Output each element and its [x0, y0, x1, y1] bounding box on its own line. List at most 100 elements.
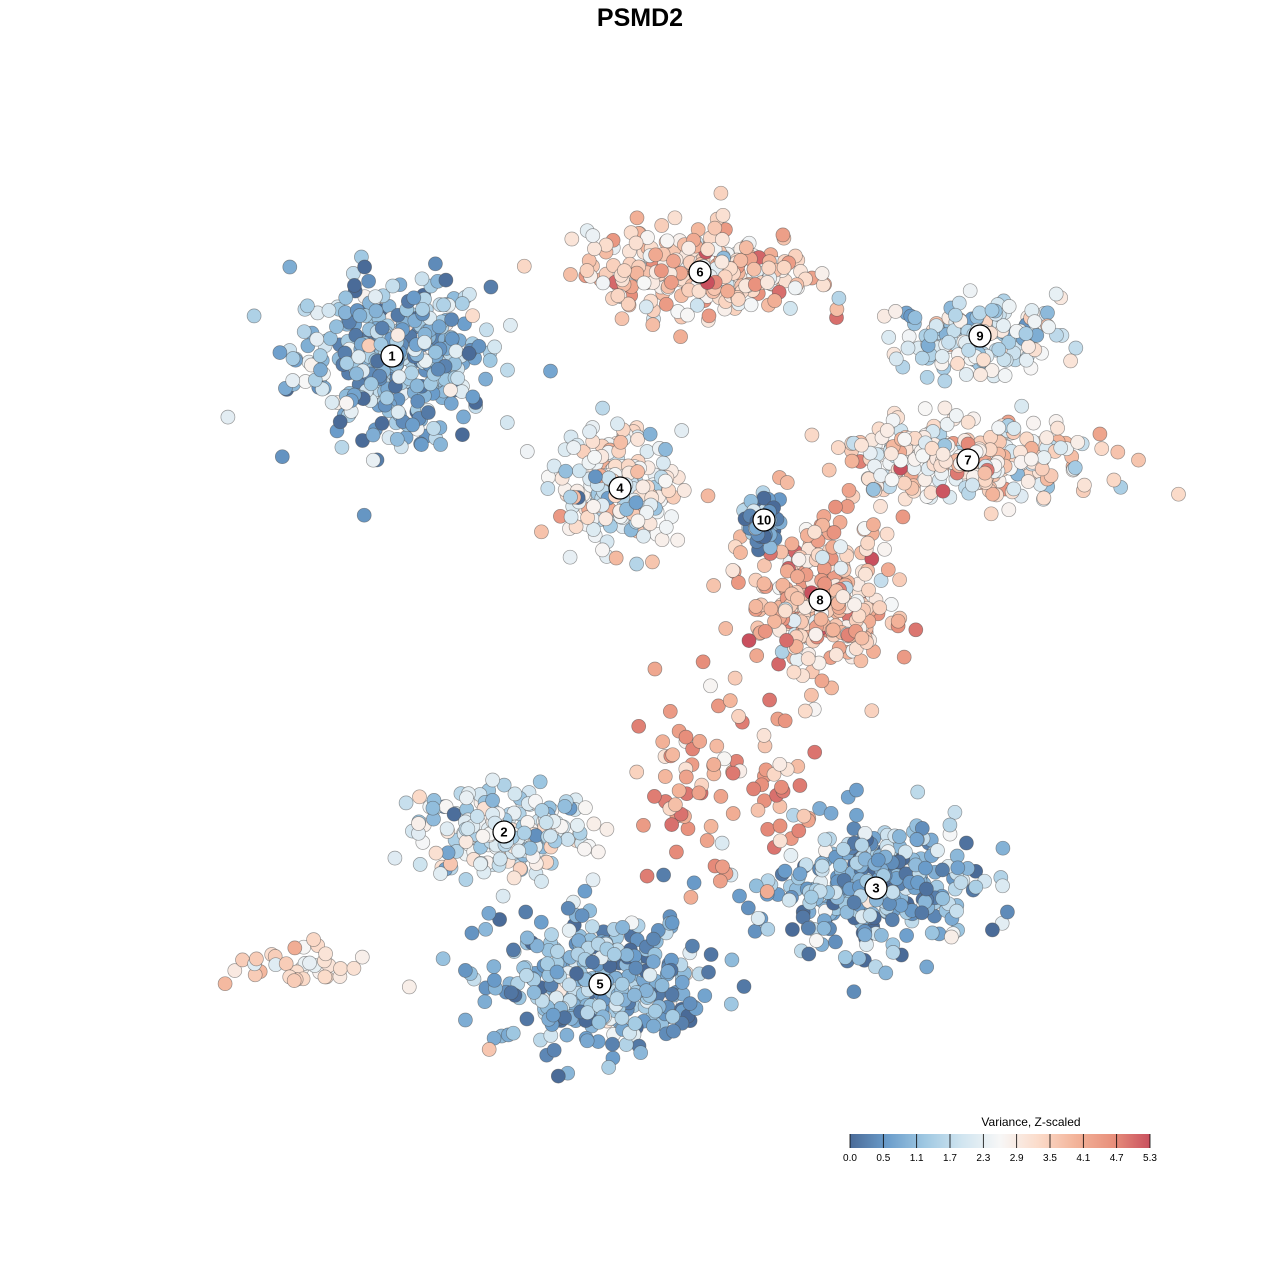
cell-point-cluster-2: [590, 844, 606, 860]
cell-point-cluster-5: [736, 979, 752, 994]
legend-tick-label: 1.1: [910, 1153, 924, 1164]
cell-point-cluster-3: [801, 920, 816, 936]
cell-point-hotspot: [796, 808, 812, 824]
cell-point-cluster-9: [934, 349, 950, 364]
cell-point-cluster-3: [884, 912, 900, 928]
cell-point-cluster-6: [747, 277, 763, 292]
cell-point-cluster-1: [438, 272, 454, 288]
cell-point-cluster-5: [627, 1016, 643, 1031]
cell-point-cluster-5: [546, 1042, 562, 1058]
cell-point-cluster-1: [337, 305, 353, 320]
cell-point-cluster-5: [724, 952, 740, 968]
cell-point-cluster-6: [628, 235, 644, 251]
cell-point-cluster-5: [560, 900, 576, 916]
cell-point-cluster-3: [846, 895, 862, 910]
cell-point-cluster-2: [460, 821, 476, 837]
cell-point-hotspot: [655, 734, 671, 750]
cell-point-cluster-1: [313, 362, 328, 378]
cell-point-cluster-6: [617, 263, 632, 278]
cell-point-cluster-1: [406, 290, 422, 306]
cell-point-cluster-5: [458, 1012, 473, 1028]
cell-point-hotspot: [691, 785, 707, 801]
cell-point-cluster-2: [411, 816, 426, 831]
legend-tick-label: 0.0: [843, 1153, 857, 1164]
cell-point-cluster-9: [1048, 286, 1064, 302]
cell-point-cluster-6: [516, 258, 532, 274]
cell-point-cluster-8: [826, 525, 842, 540]
cell-point-cluster-2: [543, 828, 558, 844]
cell-point-cluster-9: [941, 334, 956, 350]
cell-point-hotspot: [725, 806, 741, 821]
cell-point-cluster-4: [676, 483, 692, 498]
cell-point-cluster-4: [562, 549, 578, 565]
cell-point-cluster-6: [659, 233, 675, 249]
cell-point-cluster-1: [420, 405, 436, 420]
cell-point-cluster-6: [700, 241, 716, 257]
cluster-label-8: 8: [808, 588, 832, 612]
cell-point-cluster-6: [654, 218, 670, 233]
cell-point-cluster-3: [995, 840, 1011, 856]
cell-point-cluster-3: [849, 807, 864, 823]
cluster-label-text: 5: [596, 977, 603, 992]
cell-point-cluster-5: [505, 1025, 521, 1041]
cell-point-cluster-5: [540, 956, 555, 972]
cell-point-cluster-6: [667, 210, 683, 226]
cell-point-cluster-8: [800, 651, 816, 667]
cell-point-cluster-9: [1021, 339, 1036, 355]
cell-point-cluster-5: [615, 920, 630, 935]
cell-point-cluster-4: [586, 522, 601, 537]
cell-point-cluster-5: [605, 1036, 620, 1052]
cell-point-cluster-8: [797, 703, 813, 719]
cell-point-outlier: [401, 979, 417, 995]
cell-point-cluster-1: [391, 369, 407, 385]
cell-point-cluster-8: [873, 573, 889, 588]
cell-point-hotspot: [709, 738, 725, 754]
cell-point-cluster-5: [664, 986, 680, 1002]
cell-point-cluster-3: [930, 843, 945, 858]
cell-point-cluster-7: [1036, 490, 1052, 506]
cell-point-cluster-7: [897, 475, 912, 491]
cell-point-cluster-2: [538, 815, 554, 830]
cell-point-cluster-1: [405, 417, 420, 433]
cell-point-cluster-4: [639, 505, 655, 520]
cell-point-cluster-2: [534, 874, 549, 889]
cell-point-cluster-8: [833, 560, 849, 576]
cell-point-cluster-3: [910, 784, 926, 800]
cell-point-cluster-3: [686, 875, 702, 891]
cell-point-cluster-1: [296, 324, 312, 340]
cell-point-cluster-2: [425, 800, 441, 816]
cell-point-cluster-7: [937, 400, 953, 416]
cell-point-cluster-7: [1131, 452, 1146, 468]
cell-point-cluster-3: [747, 923, 763, 939]
cell-point-hotspot: [722, 693, 738, 708]
cell-point-cluster-7: [1077, 477, 1092, 493]
cell-point-cluster-8: [908, 622, 924, 638]
cell-point-hotspot: [692, 734, 708, 749]
cell-point-cluster-6: [701, 308, 717, 324]
cell-point-cluster-2: [578, 800, 593, 816]
cell-point-cluster-3: [947, 804, 963, 820]
cell-point-cluster-2: [412, 857, 428, 872]
cell-point-cluster-4: [563, 489, 578, 505]
cell-point-outlier: [317, 969, 333, 985]
cell-point-hotspot: [678, 769, 694, 785]
cell-point-cluster-1: [385, 278, 401, 294]
cell-point-cluster-6: [664, 274, 679, 290]
cell-point-cluster-8: [756, 576, 772, 592]
cell-point-cluster-9: [919, 369, 935, 385]
cell-point-cluster-4: [630, 464, 645, 480]
cell-point-hotspot: [756, 728, 772, 743]
cell-point-outlier: [286, 973, 302, 988]
cell-point-cluster-5: [477, 994, 493, 1010]
cell-point-cluster-5: [682, 996, 698, 1011]
cell-point-hotspot: [678, 729, 694, 745]
cell-point-cluster-8: [861, 582, 876, 598]
cell-point-cluster-7: [854, 437, 869, 453]
cluster-label-1: 1: [380, 344, 404, 368]
cell-point-cluster-5: [526, 985, 542, 1000]
cell-point-cluster-7: [897, 431, 912, 447]
cell-point-cluster-1: [479, 322, 494, 338]
cell-point-cluster-1: [461, 346, 477, 361]
cell-point-cluster-7: [1110, 444, 1126, 460]
